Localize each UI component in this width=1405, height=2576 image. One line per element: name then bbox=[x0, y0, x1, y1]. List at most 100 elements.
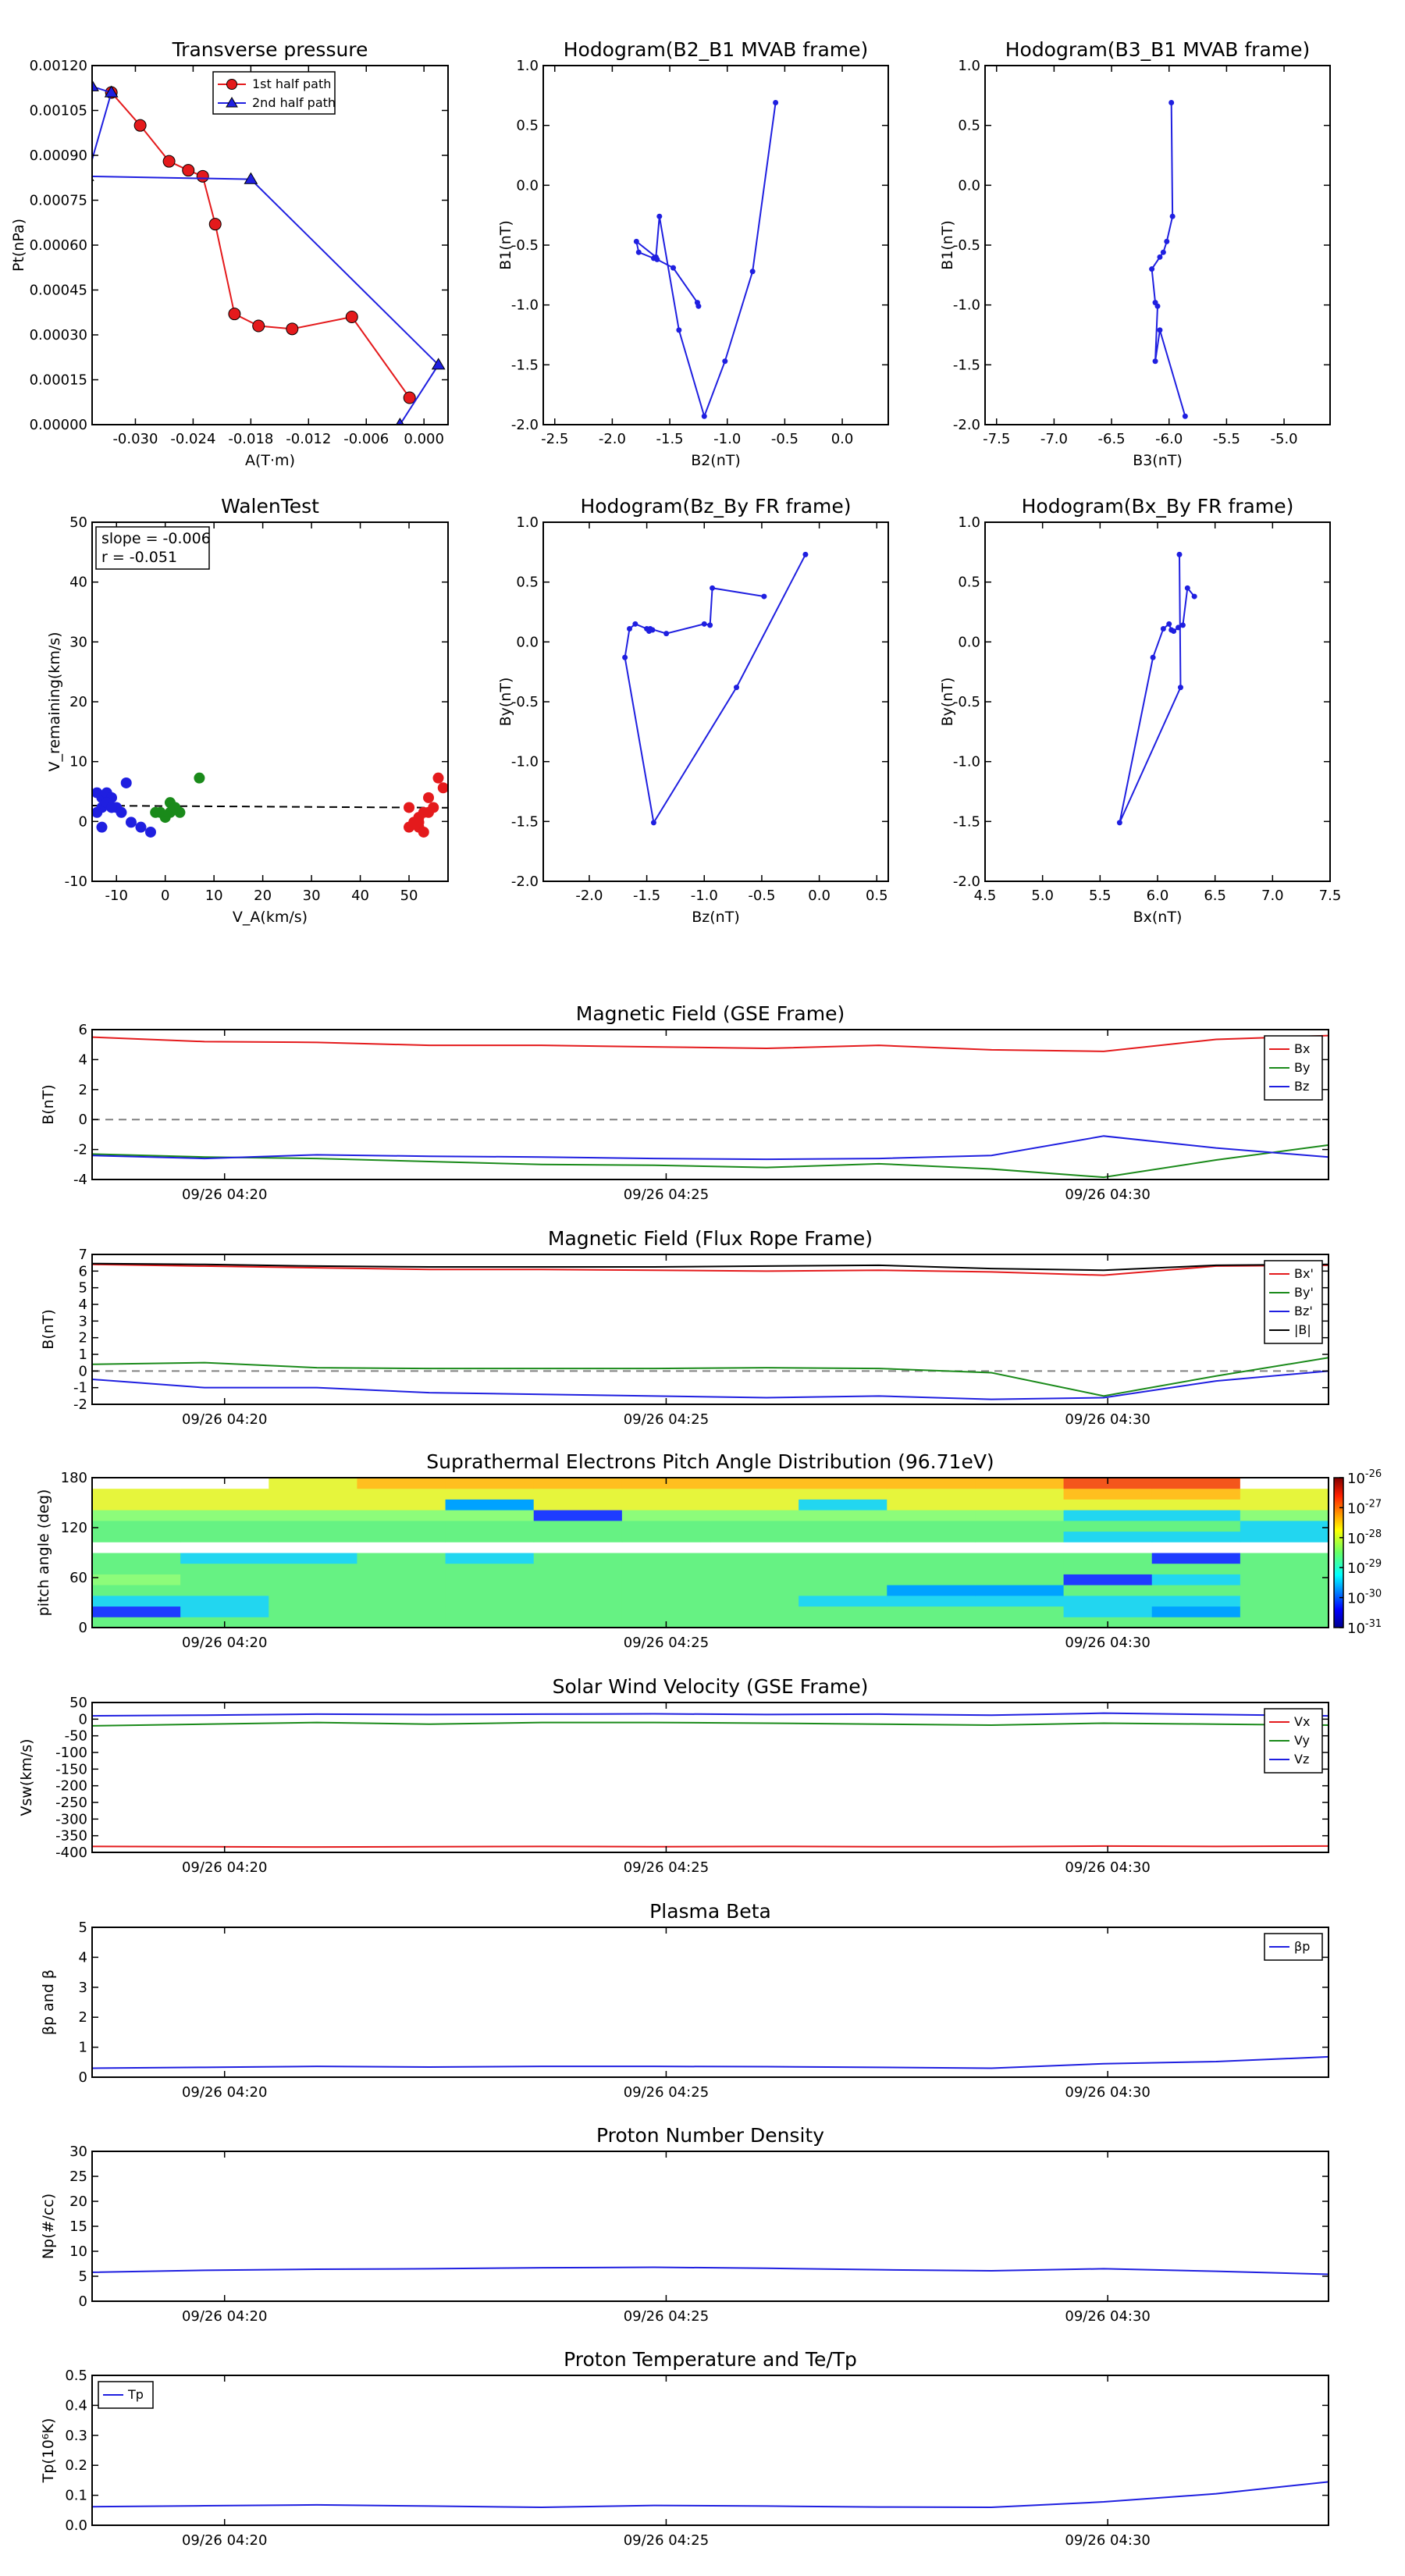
pad-cell bbox=[92, 1510, 181, 1521]
pad-cell bbox=[799, 1531, 887, 1542]
pad-cell bbox=[180, 1553, 269, 1564]
ts3-time-label: 09/26 04:20 bbox=[182, 1859, 267, 1876]
tp-point bbox=[403, 391, 416, 404]
ts2-y-axis-label: B(nT) bbox=[40, 1309, 57, 1350]
pad-cell bbox=[357, 1574, 446, 1585]
h3-xtick-label: -0.5 bbox=[748, 888, 775, 904]
ts3-ytick-label: -400 bbox=[55, 1845, 87, 1861]
tp-legend-marker bbox=[226, 79, 237, 90]
tp-ytick-label: 0.00000 bbox=[30, 417, 87, 433]
ts2-ytick-label: 1 bbox=[79, 1347, 87, 1363]
wt-ytick-label: 30 bbox=[69, 634, 87, 650]
pad-colorbar-label: 10-30 bbox=[1347, 1589, 1382, 1607]
tp-xtick-label: -0.018 bbox=[228, 431, 273, 447]
tp-point bbox=[162, 155, 176, 168]
pad-cell bbox=[621, 1488, 711, 1500]
h3-x-axis-label: Bz(nT) bbox=[692, 909, 739, 926]
pad-colorbar-label: 10-31 bbox=[1347, 1618, 1382, 1637]
pad-cell bbox=[799, 1488, 887, 1500]
h2-point bbox=[1182, 413, 1188, 419]
ts3-plot-frame bbox=[91, 1702, 1329, 1853]
ts2-series-line-2 bbox=[91, 1370, 1329, 1400]
pad-cell bbox=[180, 1585, 269, 1596]
pad-cell bbox=[445, 1542, 535, 1553]
pad-cell bbox=[710, 1520, 799, 1532]
pad-cell bbox=[1240, 1542, 1329, 1553]
pad-cell bbox=[357, 1510, 446, 1521]
h2-xtick-label: -7.5 bbox=[983, 431, 1010, 447]
pad-cell bbox=[357, 1520, 446, 1532]
ts3-ytick-label: 50 bbox=[69, 1695, 87, 1711]
pad-cell bbox=[1063, 1595, 1153, 1607]
ts1-legend-label: Bz bbox=[1294, 1079, 1309, 1094]
h3-point bbox=[632, 621, 638, 627]
ts5-ytick-label: 25 bbox=[69, 2169, 87, 2185]
pad-cell bbox=[92, 1520, 181, 1532]
pad-cell bbox=[1151, 1499, 1241, 1510]
h4-plot-frame bbox=[984, 521, 1331, 882]
h2-ytick-label: -0.5 bbox=[953, 237, 980, 254]
ts1-time-label: 09/26 04:30 bbox=[1065, 1187, 1150, 1203]
ts2-legend-box bbox=[1264, 1260, 1323, 1344]
pad-cell bbox=[180, 1499, 269, 1510]
pad-cell bbox=[1240, 1595, 1329, 1607]
pad-cell bbox=[357, 1531, 446, 1542]
pad-cell bbox=[533, 1574, 623, 1585]
wt-point bbox=[144, 826, 156, 838]
pad-cell bbox=[975, 1563, 1065, 1574]
wt-ytick-label: 40 bbox=[69, 575, 87, 591]
pad-cell bbox=[92, 1499, 181, 1510]
pad-cell bbox=[533, 1617, 623, 1628]
ts2-legend: Bx' By' Bz' |B| bbox=[1264, 1260, 1323, 1344]
wt-point bbox=[408, 817, 420, 828]
ts1-series-line-2 bbox=[91, 1135, 1329, 1161]
ts3-ytick-label: -150 bbox=[55, 1761, 87, 1777]
h4-point bbox=[1160, 625, 1166, 632]
h3-xtick-label: -1.5 bbox=[633, 888, 660, 904]
tp-ytick-label: 0.00120 bbox=[30, 58, 87, 74]
tp-ytick-label: 0.00075 bbox=[30, 193, 87, 209]
h1-xtick-label: 0.0 bbox=[831, 431, 854, 447]
pad-cell bbox=[621, 1563, 711, 1574]
pad-cell bbox=[975, 1585, 1065, 1596]
pad-cell bbox=[533, 1499, 623, 1510]
h3-ytick-label: 0.0 bbox=[516, 634, 539, 650]
pad-cell bbox=[269, 1520, 357, 1532]
wt-xtick-label: 10 bbox=[205, 888, 223, 904]
pad-cell bbox=[269, 1574, 357, 1585]
ts3-series-line-2 bbox=[91, 1712, 1329, 1717]
h4-ytick-label: -2.0 bbox=[953, 873, 980, 890]
ts3-series-line-0 bbox=[91, 1845, 1329, 1848]
pad-cell bbox=[710, 1499, 799, 1510]
ts1-ytick-label: 0 bbox=[79, 1112, 87, 1128]
pad-cell bbox=[887, 1542, 976, 1553]
tp-point bbox=[133, 119, 147, 132]
wt-xtick-label: 20 bbox=[254, 888, 272, 904]
pad-cell bbox=[180, 1531, 269, 1542]
pad-cell bbox=[975, 1574, 1065, 1585]
pad-cell bbox=[533, 1595, 623, 1607]
wt-annotation: slope = -0.006 r = -0.051 bbox=[95, 526, 211, 570]
h4-xtick-label: 6.0 bbox=[1147, 888, 1169, 904]
pad-cell bbox=[887, 1531, 976, 1542]
pad-ytick-label: 120 bbox=[61, 1520, 87, 1536]
chart-h1: Hodogram(B2_B1 MVAB frame) -2.0 -1.5 -1.0 -0… bbox=[497, 38, 889, 469]
pad-cell bbox=[357, 1542, 446, 1553]
pad-colorbar-label: 10-26 bbox=[1347, 1468, 1382, 1487]
h3-y-axis-label: By(nT) bbox=[497, 678, 514, 727]
pad-cell bbox=[710, 1585, 799, 1596]
pad-ytick-label: 180 bbox=[61, 1470, 87, 1486]
h1-y-axis-label: B1(nT) bbox=[497, 220, 514, 270]
tp-point bbox=[396, 418, 404, 425]
h1-ytick-label: 0.5 bbox=[516, 118, 539, 134]
ts1-ytick-label: 6 bbox=[79, 1022, 87, 1038]
pad-cell bbox=[621, 1542, 711, 1553]
ts3-ytick-label: -350 bbox=[55, 1828, 87, 1845]
ts5-ytick-label: 30 bbox=[69, 2144, 87, 2160]
pad-time-label: 09/26 04:20 bbox=[182, 1635, 267, 1651]
h1-point bbox=[676, 327, 682, 333]
ts4-series-line-0 bbox=[91, 2055, 1329, 2069]
ts2-title: Magnetic Field (Flux Rope Frame) bbox=[548, 1227, 873, 1250]
wt-xtick-label: 0 bbox=[161, 888, 169, 904]
pad-cell bbox=[1151, 1510, 1241, 1521]
